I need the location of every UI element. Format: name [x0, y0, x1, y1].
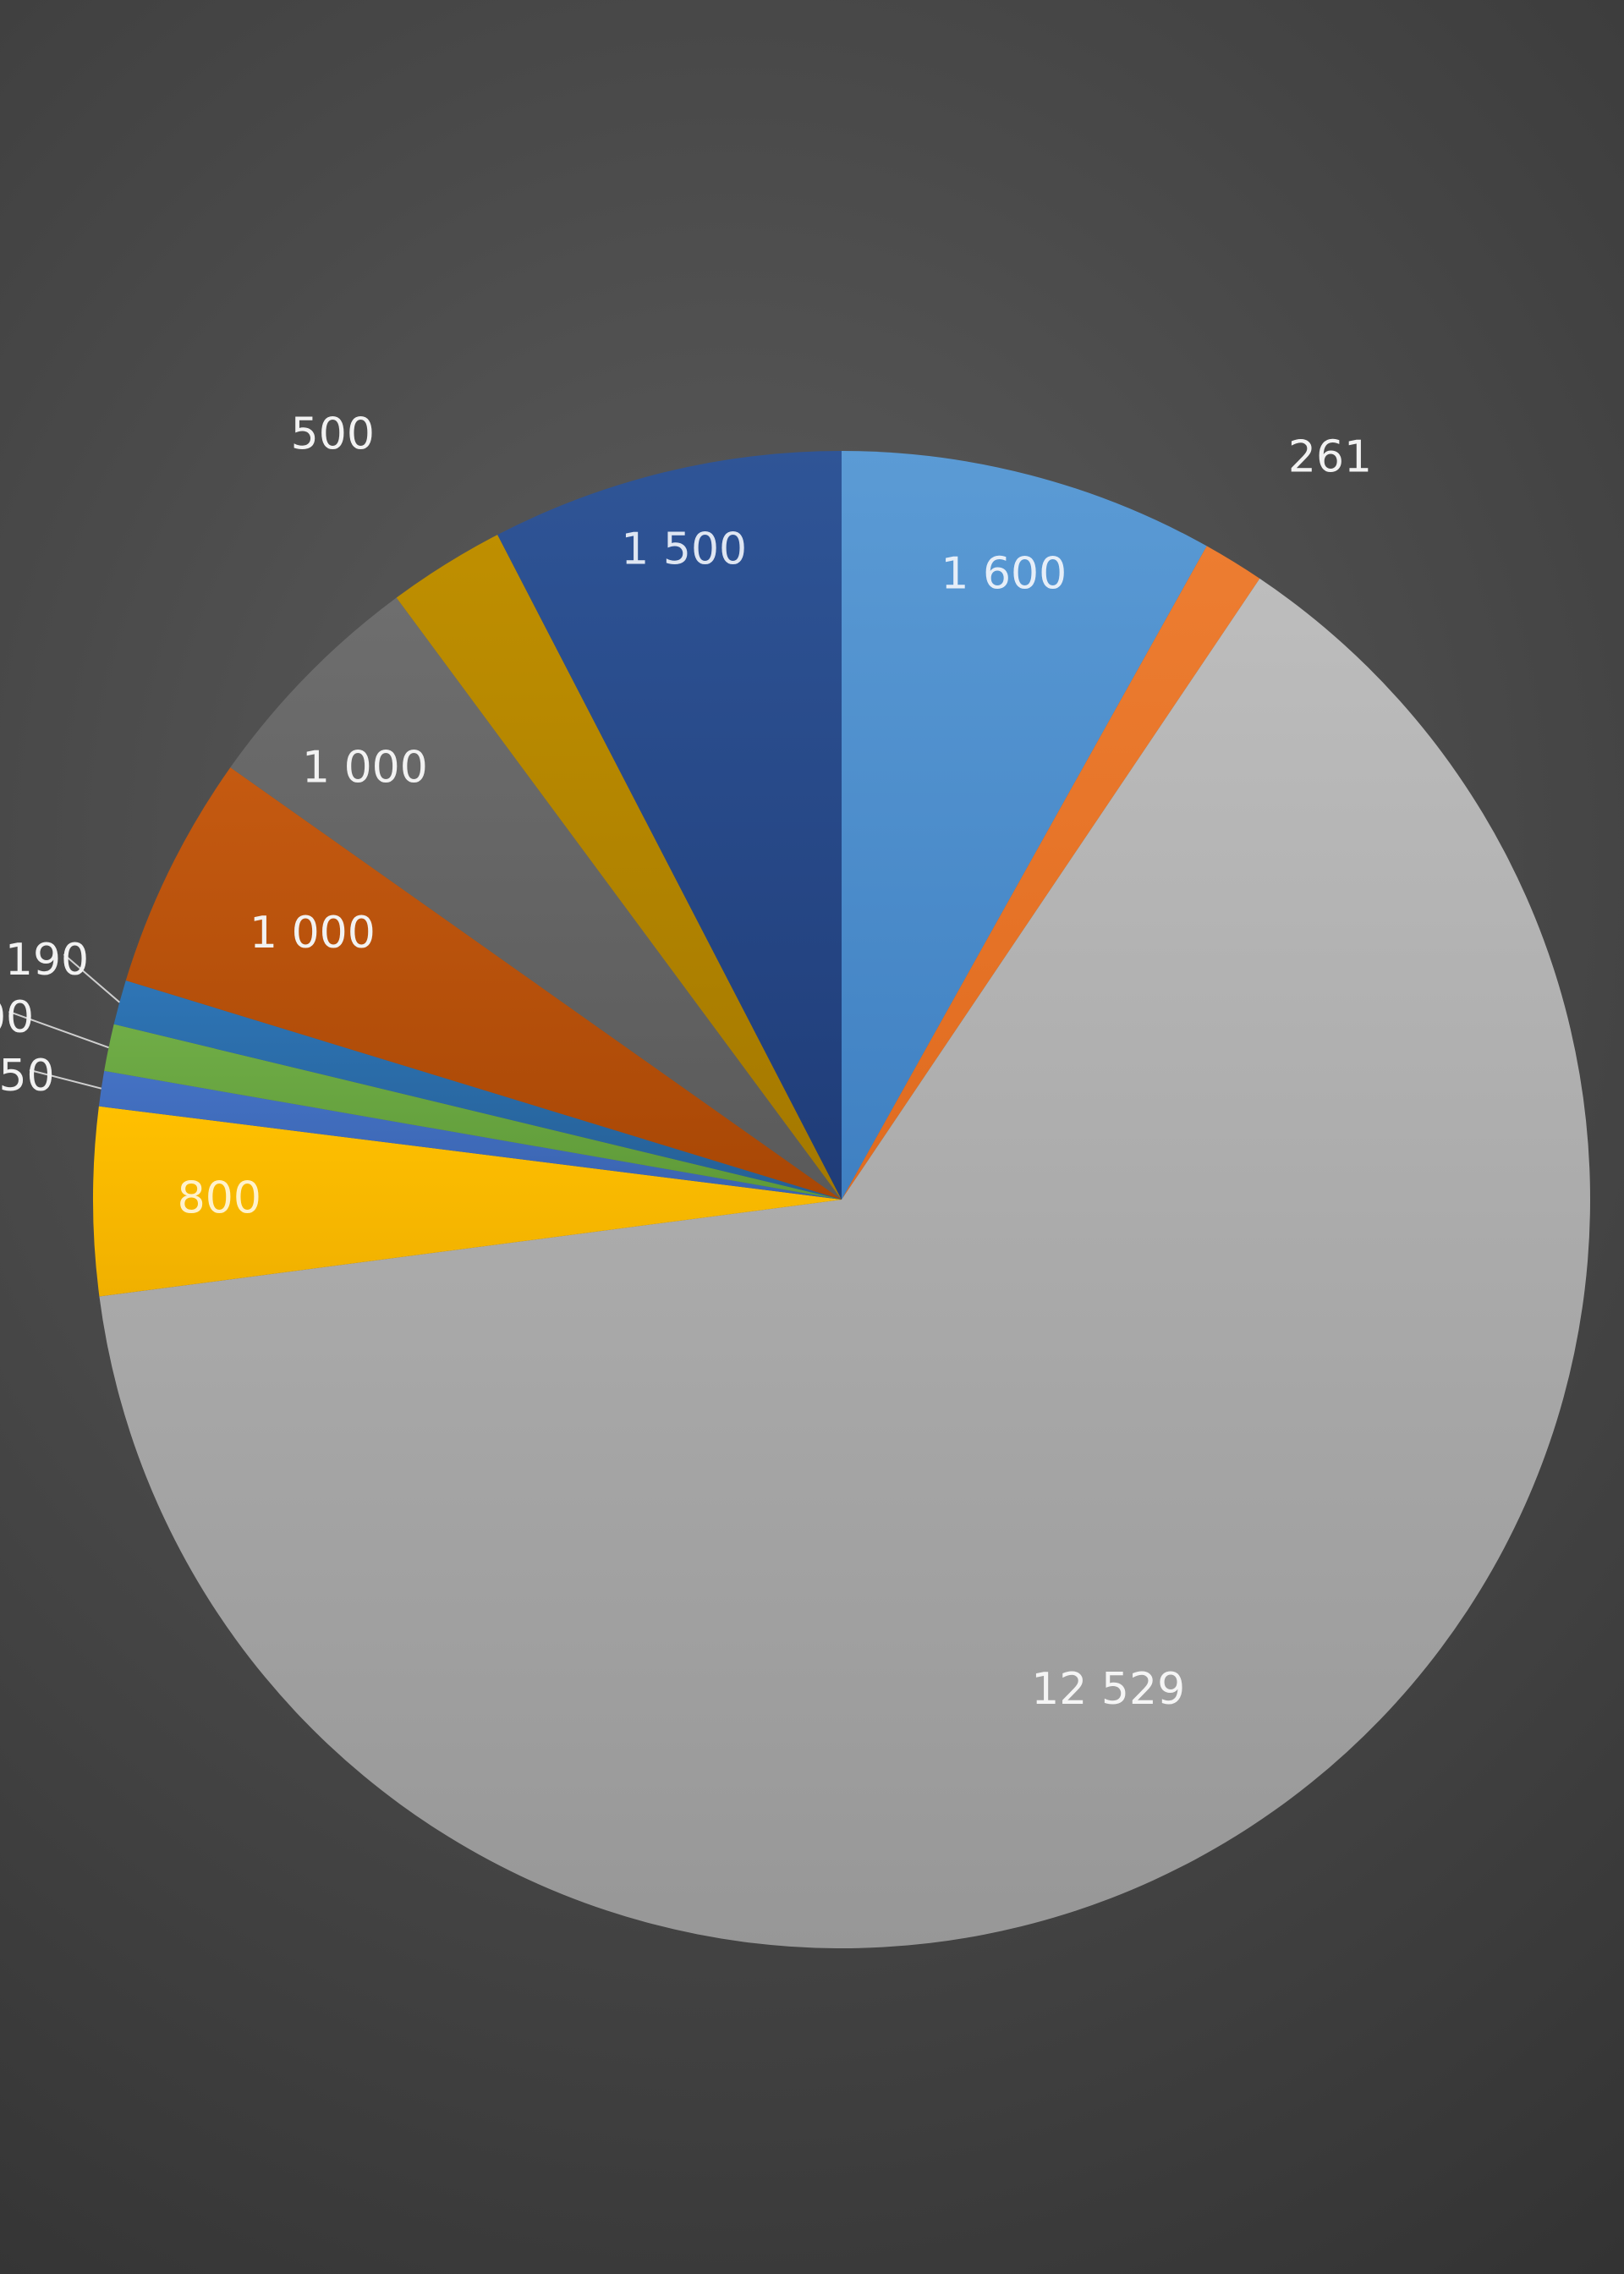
- pie-slice-3: [99, 578, 1590, 1949]
- pie-slice-1: [842, 451, 1207, 1200]
- pie-slice-11: [497, 451, 842, 1200]
- data-label-10: 500: [291, 409, 375, 460]
- pie-slices: [92, 451, 1590, 1949]
- data-label-5: 150: [0, 1051, 55, 1101]
- data-label-9: 1 000: [302, 742, 428, 793]
- leader-line-5: [29, 1068, 102, 1090]
- leader-lines: [8, 953, 120, 1090]
- data-labels: 1 600 261 12 529 800 150 200 190 1 000 1 000 500 1…: [0, 409, 1372, 1715]
- pie-slice-10: [396, 535, 842, 1200]
- data-label-3: 12 529: [1031, 1664, 1185, 1715]
- pie-slice-7: [113, 980, 842, 1200]
- pie-slice-6: [104, 1024, 842, 1200]
- data-label-7: 190: [5, 935, 89, 986]
- pie-slice-5: [98, 1070, 842, 1200]
- data-label-6: 200: [0, 992, 34, 1043]
- pie-slice-9: [230, 597, 842, 1200]
- pie-slice-4: [92, 1106, 842, 1297]
- pie-slice-2: [842, 546, 1260, 1200]
- data-label-1: 1 600: [941, 549, 1067, 600]
- leader-line-7: [63, 953, 120, 1003]
- data-label-11: 1 500: [621, 525, 747, 575]
- data-label-2: 261: [1288, 431, 1372, 482]
- data-label-8: 1 000: [250, 908, 376, 958]
- leader-line-6: [8, 1010, 109, 1049]
- data-label-4: 800: [178, 1173, 261, 1224]
- pie-slice-8: [125, 767, 842, 1200]
